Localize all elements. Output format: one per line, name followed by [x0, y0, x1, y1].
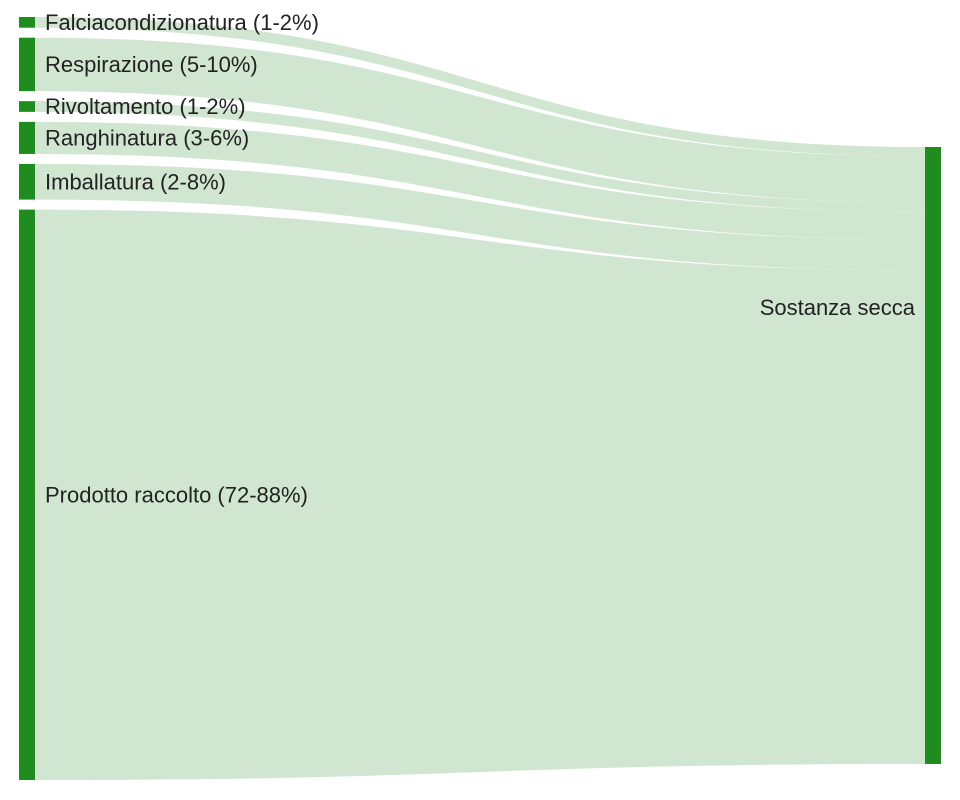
sankey-source-node — [19, 37, 35, 92]
sankey-source-label: Imballatura (2-8%) — [45, 169, 226, 194]
sankey-target-node — [925, 147, 941, 764]
sankey-source-label: Respirazione (5-10%) — [45, 52, 258, 77]
labels-layer: Falciacondizionatura (1-2%) Respirazione … — [45, 10, 916, 507]
sankey-link — [35, 209, 925, 781]
sankey-link — [35, 37, 925, 203]
sankey-source-label: Ranghinatura (3-6%) — [45, 125, 249, 150]
sankey-source-label: Rivoltamento (1-2%) — [45, 94, 246, 119]
sankey-link — [35, 121, 925, 240]
sankey-source-label: Prodotto raccolto (72-88%) — [45, 482, 308, 507]
sankey-source-node — [19, 101, 35, 112]
sankey-link — [35, 101, 925, 212]
sankey-link — [35, 163, 925, 271]
sankey-source-node — [19, 17, 35, 28]
sankey-source-node — [19, 163, 35, 200]
sankey-target-label: Sostanza secca — [760, 295, 916, 320]
links-layer — [35, 17, 925, 781]
nodes-layer — [19, 17, 941, 781]
sankey-source-node — [19, 209, 35, 781]
sankey-link — [35, 17, 925, 157]
sankey-source-label: Falciacondizionatura (1-2%) — [45, 10, 319, 35]
sankey-source-node — [19, 121, 35, 154]
